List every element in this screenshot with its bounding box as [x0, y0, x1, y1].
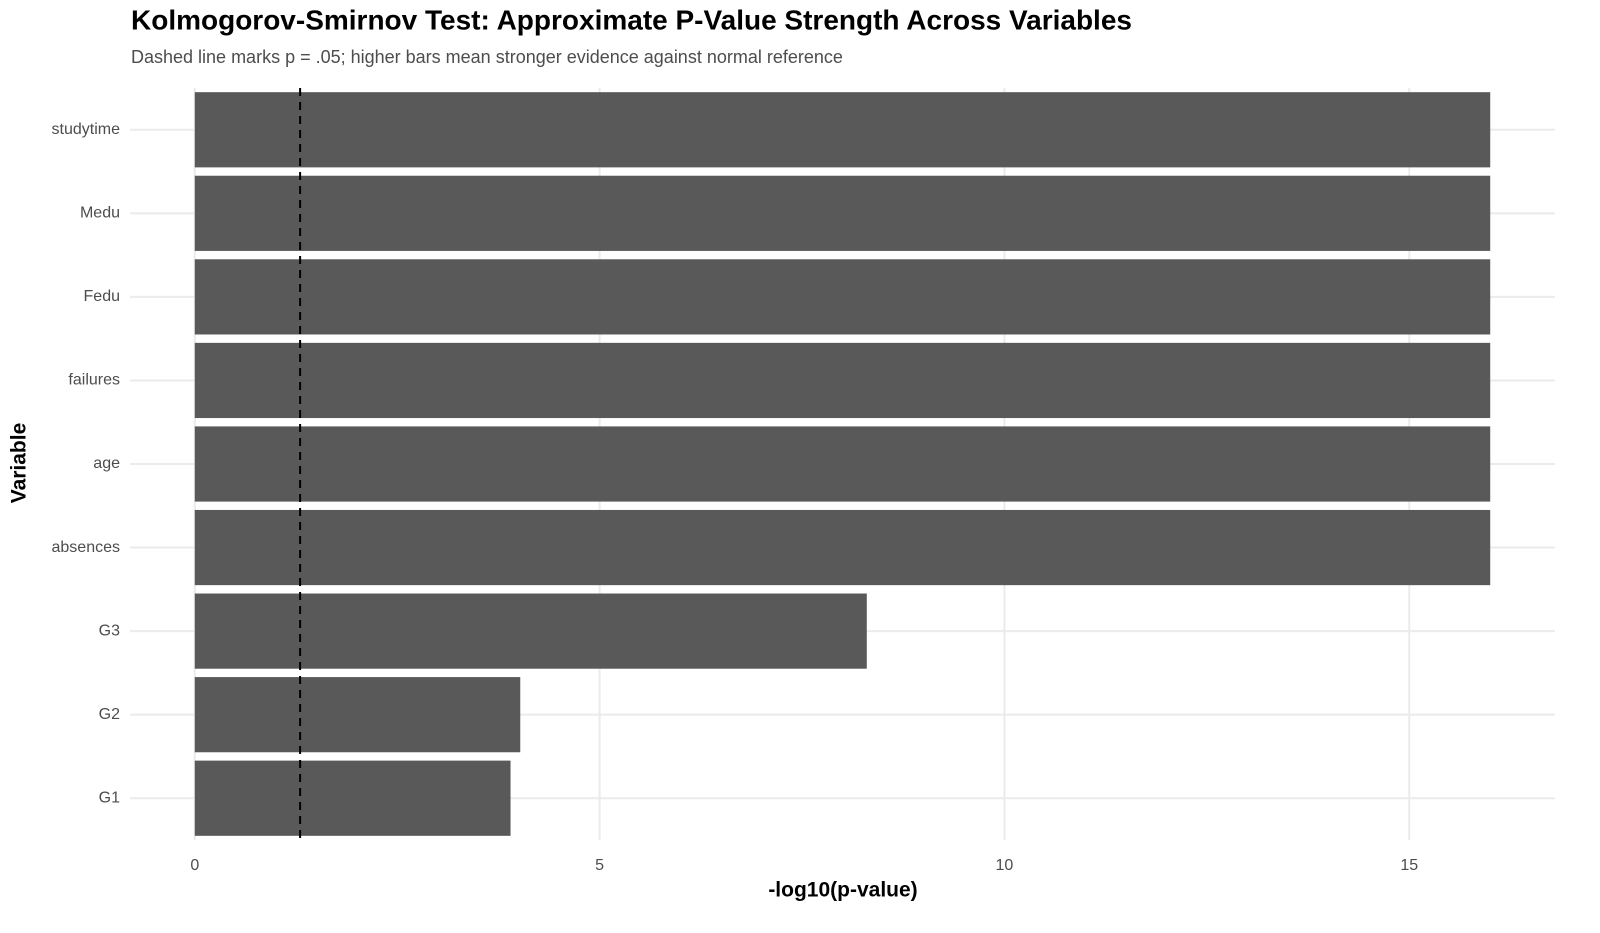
y-axis-title: Variable: [8, 423, 31, 504]
y-tick-label: Medu: [80, 205, 120, 222]
bar: [194, 259, 1491, 335]
y-tick-label: G3: [99, 622, 120, 639]
x-tick-label: 0: [190, 857, 199, 874]
bar: [194, 760, 511, 836]
x-tick-label: 10: [996, 857, 1014, 874]
bar: [194, 509, 1491, 586]
y-tick-label: age: [93, 455, 120, 472]
x-tick-label: 15: [1400, 857, 1418, 874]
x-axis-title: -log10(p-value): [768, 879, 917, 902]
y-tick-label: G1: [99, 789, 120, 806]
bar: [194, 175, 1491, 251]
bar: [194, 593, 867, 669]
y-tick-label: Fedu: [84, 288, 120, 305]
y-tick-label: G2: [99, 706, 120, 723]
bar: [194, 92, 1491, 168]
x-tick-label: 5: [595, 857, 604, 874]
y-tick-label: studytime: [52, 121, 121, 138]
bar: [194, 342, 1491, 419]
y-tick-label: failures: [68, 372, 120, 389]
y-tick-label: absences: [52, 539, 121, 556]
bar: [194, 426, 1491, 502]
bar: [194, 677, 521, 753]
chart-title: Kolmogorov-Smirnov Test: Approximate P-V…: [131, 4, 1132, 35]
chart-subtitle: Dashed line marks p = .05; higher bars m…: [131, 47, 843, 67]
